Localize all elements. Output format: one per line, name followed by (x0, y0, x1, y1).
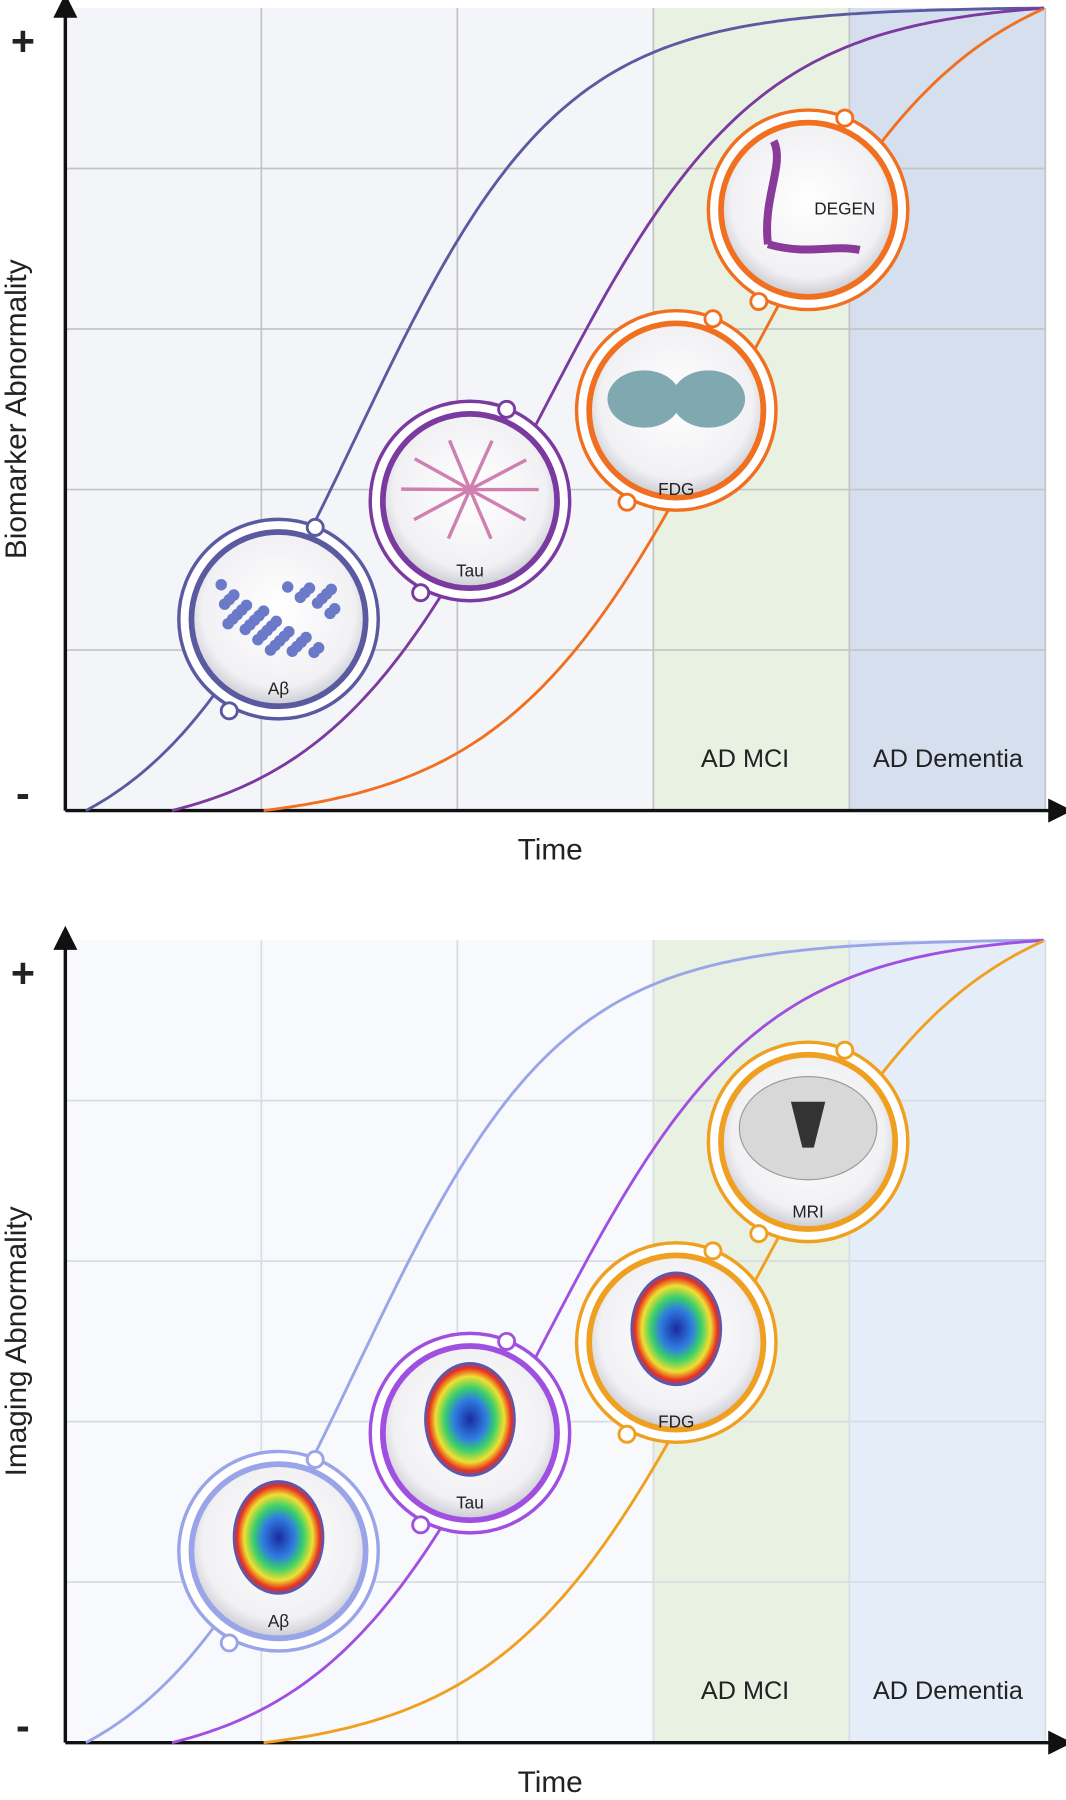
curve-dot (617, 492, 637, 512)
curve-dot (497, 399, 517, 419)
curve-dot (835, 1040, 855, 1060)
icon (232, 1480, 325, 1595)
icon (790, 1101, 826, 1148)
marker-circle: Aβ (177, 517, 380, 721)
curve-dot (411, 1515, 431, 1535)
curve-dot (835, 108, 855, 128)
marker-label: MRI (792, 1202, 824, 1222)
marker-label: Aβ (268, 679, 289, 699)
icon (324, 607, 336, 620)
inner-ring (718, 119, 899, 300)
dementia-band (849, 940, 1046, 1743)
curve-dot (749, 292, 769, 311)
icon (469, 458, 528, 492)
curve-dot (305, 1450, 325, 1469)
stage-label: AD Dementia (873, 745, 1024, 773)
stage-label: AD MCI (701, 1677, 789, 1705)
curve-dot (703, 1241, 723, 1261)
marker-label: Tau (456, 561, 484, 581)
y-axis-label: Biomarker Abnormality (0, 259, 33, 559)
icon (469, 488, 527, 522)
icon (413, 457, 471, 492)
icon (286, 645, 299, 657)
marker-circle: Aβ (177, 1449, 380, 1653)
icon (424, 1362, 516, 1477)
x-axis-label: Time (518, 834, 583, 867)
icon (413, 488, 471, 522)
icon (447, 439, 472, 491)
icon (239, 623, 252, 636)
plot-bg (65, 8, 654, 811)
icon (468, 488, 493, 540)
panel: Aβ Tau FDG MRI + - Imaging Abnormality Time AD M… (0, 925, 1066, 1799)
curve-dot (617, 1424, 637, 1444)
icon (311, 597, 324, 609)
axis-minus: - (16, 1703, 30, 1749)
icon (468, 439, 494, 491)
icon (607, 370, 681, 428)
marker-circle: Tau (368, 1331, 572, 1535)
x-axis-label: Time (518, 1766, 583, 1799)
stage-label: AD Dementia (873, 1677, 1024, 1705)
icon (446, 488, 472, 540)
axis-minus: - (16, 771, 30, 817)
icon (671, 370, 746, 428)
icon (215, 578, 227, 591)
curve-dot (219, 1633, 239, 1653)
curve (171, 938, 1044, 1745)
inner-ring (379, 411, 560, 592)
curve-dot (219, 701, 239, 721)
marker-label: DEGEN (814, 198, 875, 218)
curve (171, 6, 1044, 812)
stage-label: AD MCI (701, 745, 789, 773)
curve-dot (749, 1224, 769, 1244)
marker-circle: FDG (574, 1241, 778, 1445)
icon (252, 634, 264, 646)
curve-dot (305, 517, 325, 537)
axis-plus: + (11, 19, 35, 65)
curve (263, 7, 1044, 812)
dementia-band (849, 8, 1046, 811)
marker-label: FDG (658, 1411, 694, 1431)
marker-circle: DEGEN (706, 108, 910, 312)
curve-dot (411, 583, 431, 603)
icon (308, 646, 320, 659)
icon (763, 139, 861, 254)
y-axis-label: Imaging Abnormality (0, 1206, 33, 1476)
icon (264, 644, 277, 656)
axis-plus: + (11, 951, 35, 997)
marker-circle: MRI (706, 1040, 910, 1244)
icon (222, 617, 234, 630)
plot-bg (65, 940, 654, 1743)
curve-dot (497, 1331, 517, 1351)
curve-dot (703, 309, 723, 329)
marker-label: Tau (456, 1493, 484, 1513)
marker-label: Aβ (268, 1611, 289, 1631)
curve (263, 939, 1044, 1745)
marker-circle: FDG (574, 308, 778, 512)
icon (281, 581, 294, 593)
panel: Aβ Tau FDG DEGEN + - Biomarker Abnormality Time… (0, 0, 1066, 867)
icon (294, 591, 307, 604)
marker-label: FDG (658, 479, 694, 499)
icon (218, 598, 231, 610)
marker-circle: Tau (368, 399, 572, 603)
icon (630, 1271, 723, 1387)
